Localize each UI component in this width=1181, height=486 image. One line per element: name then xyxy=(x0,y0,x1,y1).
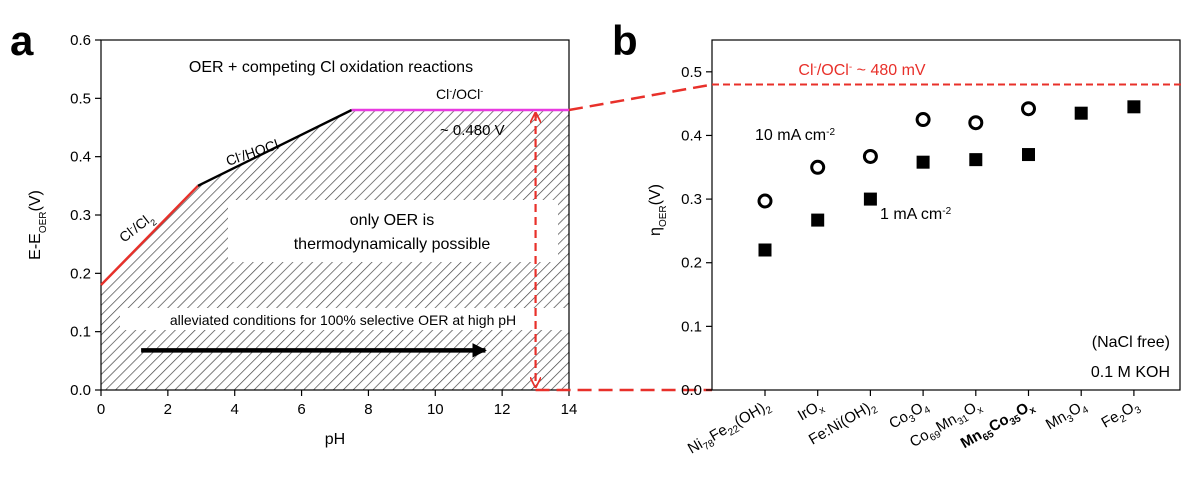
x-tick-label-a: 14 xyxy=(561,401,578,418)
arrow-label: alleviated conditions for 100% selective… xyxy=(170,312,516,328)
x-tick-label-a: 6 xyxy=(297,401,305,418)
y-tick-label-a: 0.5 xyxy=(70,90,91,107)
value-label-0480: ~ 0.480 V xyxy=(440,122,505,139)
y-tick-label-a: 0.3 xyxy=(70,207,91,224)
panel-label-b: b xyxy=(612,17,638,64)
note-nacl-free: (NaCl free) xyxy=(1092,334,1170,351)
x-tick-label-a: 4 xyxy=(231,401,239,418)
point-1ma xyxy=(1074,106,1088,120)
y-tick-label-b: 0.5 xyxy=(681,64,702,81)
x-category-label-b: Ni78Fe22(OH)2 xyxy=(685,397,775,461)
line-series-0 xyxy=(100,184,199,286)
x-tick-label-a: 2 xyxy=(164,401,172,418)
line-series-1 xyxy=(197,108,353,187)
x-tick-label-a: 8 xyxy=(364,401,372,418)
y-tick-label-a: 0.1 xyxy=(70,324,91,341)
point-10ma xyxy=(1021,101,1036,117)
x-category-label-b: Mn3O4 xyxy=(1043,397,1091,436)
panel-label-a: a xyxy=(10,17,34,64)
point-1ma xyxy=(916,155,930,169)
y-tick-label-a: 0.6 xyxy=(70,32,91,49)
point-1ma xyxy=(969,153,983,167)
arrow-label-box xyxy=(120,308,570,330)
label-cl-ocl: Cl-/OCl- xyxy=(436,86,483,102)
label-cl-cl2: Cl-/Cl2 xyxy=(116,209,159,248)
y-axis-label-b: ηOER(V) xyxy=(647,184,669,236)
x-category-label-b: Co3O4 xyxy=(886,397,933,436)
y-tick-label-b: 0.1 xyxy=(681,318,702,335)
point-10ma xyxy=(915,112,931,128)
point-1ma xyxy=(863,192,877,206)
series-label-10ma: 10 mA cm-2 xyxy=(755,127,835,145)
x-tick-label-a: 0 xyxy=(97,401,105,418)
x-category-label-b: IrOx xyxy=(795,397,827,427)
note-koh: 0.1 M KOH xyxy=(1091,364,1170,381)
y-axis-label-a: E-EOER(V) xyxy=(27,190,49,260)
y-tick-label-a: 0.0 xyxy=(70,382,91,399)
point-10ma xyxy=(810,159,826,175)
series-label-1ma: 1 mA cm-2 xyxy=(880,206,952,224)
reference-line-label: Cl-/OCl- ~ 480 mV xyxy=(798,62,926,80)
chart-title-a: OER + competing Cl oxidation reactions xyxy=(189,59,473,76)
y-tick-label-b: 0.0 xyxy=(681,382,702,399)
point-10ma xyxy=(757,193,773,209)
point-1ma xyxy=(811,213,825,227)
region-label-box xyxy=(228,200,558,262)
x-category-label-b: Fe2O3 xyxy=(1098,397,1143,435)
x-tick-label-a: 10 xyxy=(427,401,444,418)
plot-frame-b xyxy=(711,39,1181,391)
connector-top xyxy=(568,83,713,112)
x-tick-label-a: 12 xyxy=(494,401,511,418)
region-label-line2: thermodynamically possible xyxy=(294,236,491,253)
x-axis-label-a: pH xyxy=(325,431,345,448)
point-10ma xyxy=(862,148,878,164)
point-1ma xyxy=(758,243,772,257)
region-label-line1: only OER is xyxy=(350,212,434,229)
panel-b: Cl-/OCl- ~ 480 mV 0.0 0.1 0.2 0.3 0.4 0.5 Ni7… xyxy=(647,39,1181,461)
y-tick-label-a: 0.4 xyxy=(70,149,91,166)
point-1ma xyxy=(1127,100,1141,114)
point-10ma xyxy=(968,115,984,131)
x-category-label-b: Fe:Ni(OH)2 xyxy=(806,397,880,451)
point-1ma xyxy=(1022,148,1035,162)
panel-a: OER + competing Cl oxidation reactions C… xyxy=(27,32,577,448)
title-box xyxy=(145,51,525,81)
y-tick-label-b: 0.3 xyxy=(681,191,702,208)
y-tick-label-a: 0.2 xyxy=(70,265,91,282)
y-tick-label-b: 0.4 xyxy=(681,127,702,144)
y-tick-label-b: 0.2 xyxy=(681,255,702,272)
